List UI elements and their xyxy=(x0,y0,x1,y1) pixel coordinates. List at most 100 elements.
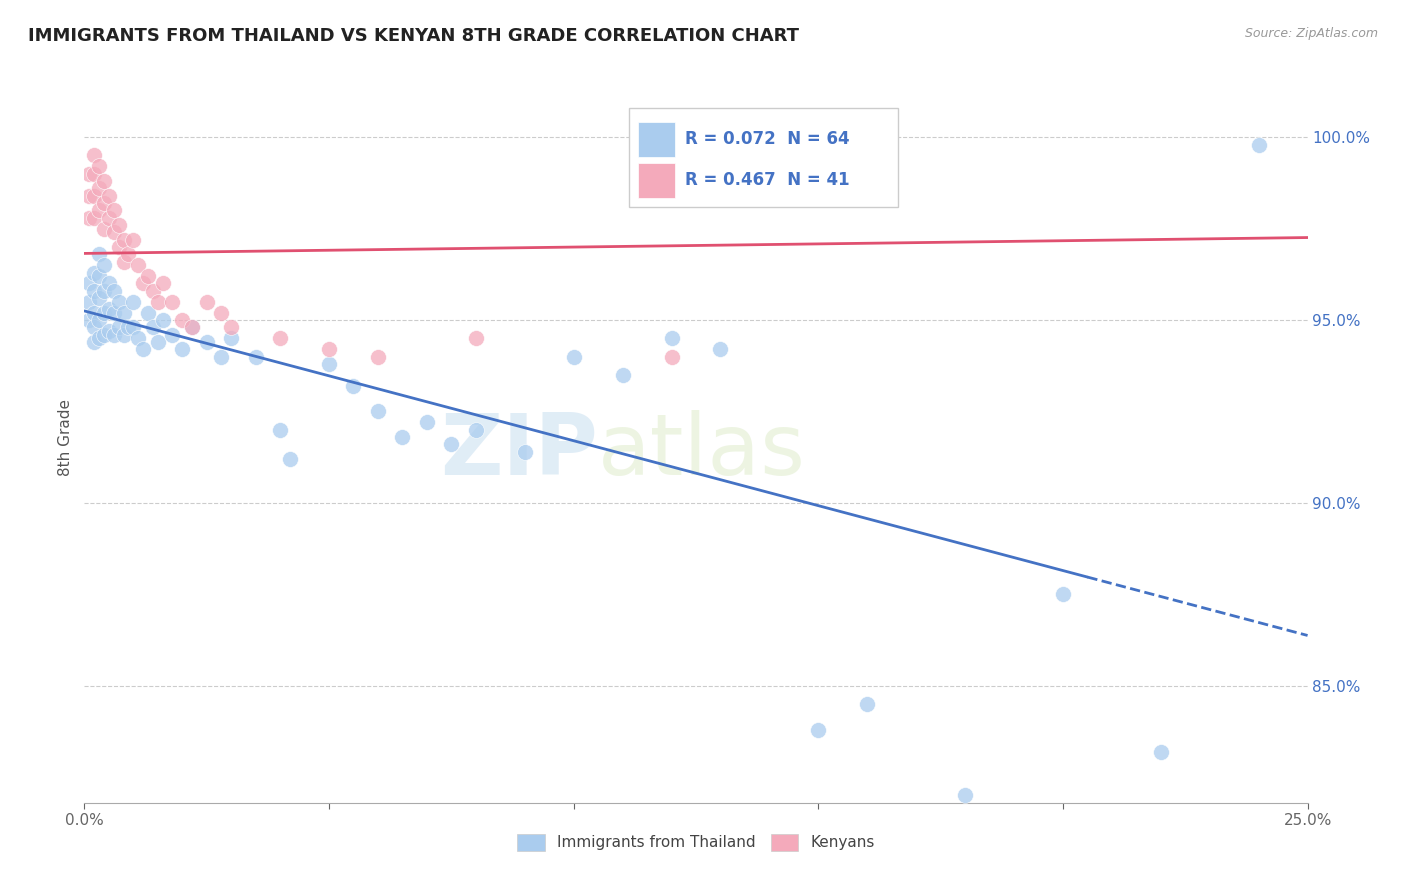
Point xyxy=(269,331,291,345)
Point xyxy=(103,284,125,298)
Point xyxy=(83,148,105,162)
Legend: Immigrants from Thailand, Kenyans: Immigrants from Thailand, Kenyans xyxy=(510,828,882,857)
Point xyxy=(172,313,194,327)
Point xyxy=(391,430,413,444)
Point xyxy=(209,306,232,320)
Point xyxy=(77,277,100,291)
Point xyxy=(107,240,129,254)
Point xyxy=(278,452,301,467)
Point xyxy=(1150,745,1173,759)
Point xyxy=(562,350,585,364)
Point xyxy=(83,284,105,298)
Point xyxy=(93,174,115,188)
Point xyxy=(122,320,145,334)
Point xyxy=(112,233,135,247)
Point xyxy=(103,306,125,320)
Point xyxy=(97,324,120,338)
Point xyxy=(87,331,110,345)
Point xyxy=(269,423,291,437)
Point xyxy=(103,225,125,239)
Point xyxy=(152,277,174,291)
FancyBboxPatch shape xyxy=(638,163,675,198)
Point xyxy=(77,167,100,181)
Point xyxy=(807,723,830,737)
Point xyxy=(77,294,100,309)
Text: IMMIGRANTS FROM THAILAND VS KENYAN 8TH GRADE CORRELATION CHART: IMMIGRANTS FROM THAILAND VS KENYAN 8TH G… xyxy=(28,27,799,45)
Point xyxy=(87,313,110,327)
Point xyxy=(209,350,232,364)
Point xyxy=(132,277,155,291)
Point xyxy=(87,160,110,174)
Point xyxy=(342,379,364,393)
Text: R = 0.072  N = 64: R = 0.072 N = 64 xyxy=(685,130,849,148)
Point xyxy=(142,284,165,298)
Point xyxy=(93,284,115,298)
Point xyxy=(440,437,463,451)
Point xyxy=(146,294,169,309)
Point xyxy=(93,221,115,235)
Point xyxy=(245,350,267,364)
Point xyxy=(181,320,204,334)
Point xyxy=(142,320,165,334)
Point xyxy=(127,331,149,345)
Point xyxy=(127,258,149,272)
Text: atlas: atlas xyxy=(598,410,806,493)
Point xyxy=(953,789,976,803)
Point xyxy=(181,320,204,334)
Point xyxy=(77,211,100,225)
Point xyxy=(661,350,683,364)
Point xyxy=(464,331,486,345)
Point xyxy=(195,294,218,309)
Text: ZIP: ZIP xyxy=(440,410,598,493)
Point xyxy=(117,247,139,261)
Point xyxy=(612,368,634,382)
Point xyxy=(107,320,129,334)
Point xyxy=(83,306,105,320)
Point xyxy=(112,327,135,342)
Point xyxy=(87,203,110,218)
Point xyxy=(219,331,242,345)
Point xyxy=(87,269,110,284)
Point xyxy=(87,181,110,195)
Point xyxy=(513,444,536,458)
Point xyxy=(132,343,155,357)
Point xyxy=(219,320,242,334)
Point xyxy=(97,277,120,291)
Point xyxy=(103,327,125,342)
Point xyxy=(1247,137,1270,152)
Point xyxy=(709,343,731,357)
Point xyxy=(97,302,120,317)
Point xyxy=(83,167,105,181)
Point xyxy=(162,327,184,342)
Point xyxy=(77,313,100,327)
Point xyxy=(83,266,105,280)
Point xyxy=(103,203,125,218)
Point xyxy=(367,350,389,364)
Point xyxy=(162,294,184,309)
Point xyxy=(112,306,135,320)
Point xyxy=(83,334,105,349)
Point xyxy=(136,306,159,320)
FancyBboxPatch shape xyxy=(638,122,675,157)
Point xyxy=(83,211,105,225)
Point xyxy=(416,416,439,430)
Point xyxy=(136,269,159,284)
Point xyxy=(93,258,115,272)
FancyBboxPatch shape xyxy=(628,108,898,207)
Point xyxy=(856,697,879,711)
Point xyxy=(367,404,389,418)
Point xyxy=(122,294,145,309)
Point xyxy=(83,188,105,202)
Point xyxy=(87,247,110,261)
Point xyxy=(93,196,115,211)
Point xyxy=(464,423,486,437)
Point xyxy=(107,218,129,232)
Point xyxy=(112,254,135,268)
Text: Source: ZipAtlas.com: Source: ZipAtlas.com xyxy=(1244,27,1378,40)
Point xyxy=(1052,587,1074,601)
Point xyxy=(661,331,683,345)
Point xyxy=(97,188,120,202)
Point xyxy=(77,188,100,202)
Point xyxy=(93,306,115,320)
Point xyxy=(87,291,110,305)
